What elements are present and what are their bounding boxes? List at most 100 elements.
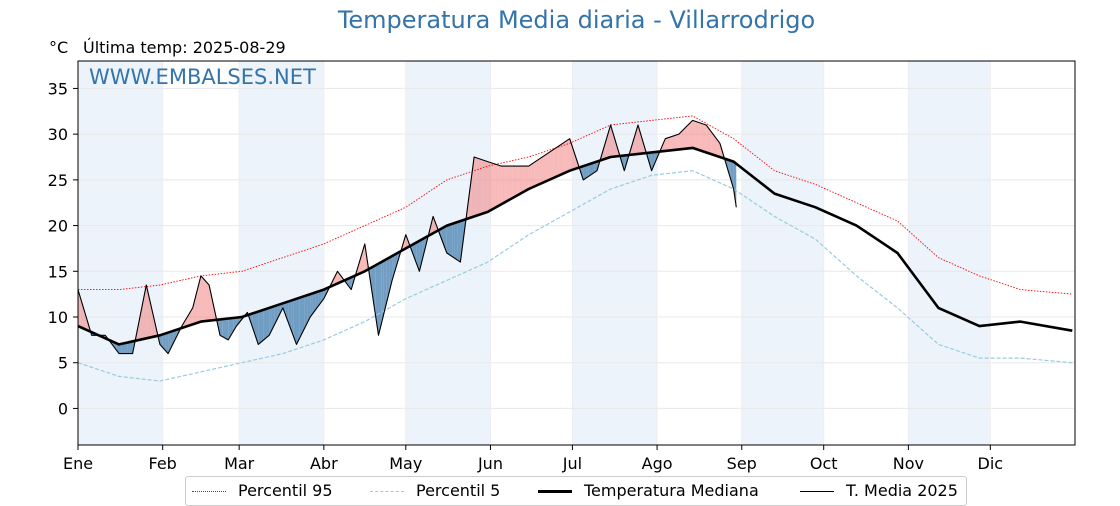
fill-below-median (258, 310, 261, 345)
fill-above-median (471, 157, 475, 218)
fill-above-median (523, 166, 526, 192)
x-tick-label: Ago (642, 454, 673, 473)
fill-above-median (140, 298, 144, 340)
fill-above-median (203, 278, 207, 322)
fill-above-median (151, 308, 155, 338)
fill-below-median (173, 329, 177, 343)
fill-below-median (446, 224, 450, 255)
fill-below-median (269, 306, 272, 336)
fill-below-median (381, 260, 384, 325)
fill-below-median (280, 303, 283, 314)
fill-above-median (485, 160, 488, 213)
fill-below-median (373, 265, 376, 317)
y-tick-label: 5 (58, 354, 68, 373)
fill-above-median (493, 163, 496, 209)
fill-below-median (293, 298, 297, 345)
fill-above-median (531, 162, 535, 188)
fill-below-median (271, 306, 275, 330)
fill-above-median (714, 136, 718, 157)
fill-below-median (586, 164, 589, 178)
y-tick-label: 10 (48, 308, 68, 327)
fill-below-median (119, 343, 122, 354)
fill-above-median (678, 131, 682, 150)
fill-below-median (378, 262, 382, 336)
month-band (239, 61, 324, 445)
fill-below-median (416, 240, 420, 272)
fill-below-median (422, 237, 425, 261)
x-tick-label: Feb (149, 454, 177, 473)
fill-above-median (536, 158, 540, 186)
fill-below-median (255, 311, 259, 345)
fill-above-median (143, 285, 147, 339)
fill-below-median (121, 343, 125, 354)
fill-below-median (315, 291, 319, 310)
fill-above-median (482, 159, 485, 214)
fill-above-median (558, 144, 562, 176)
x-tick-label: Dic (978, 454, 1004, 473)
fill-above-median (692, 120, 696, 149)
legend: Percentil 95 Percentil 5 Temperatura Med… (185, 476, 967, 506)
fill-above-median (334, 271, 338, 285)
fill-above-median (468, 178, 472, 219)
fill-above-median (184, 317, 188, 328)
fill-below-median (449, 223, 453, 257)
line-percentil-95 (78, 115, 1073, 295)
fill-above-median (700, 123, 704, 152)
fill-above-median (665, 137, 668, 151)
fill-below-median (383, 259, 387, 314)
y-tick-label: 25 (48, 171, 68, 190)
fill-above-median (668, 136, 671, 151)
fill-below-median (441, 227, 444, 246)
fill-above-median (474, 157, 477, 217)
watermark: WWW.EMBALSES.NET (89, 65, 316, 89)
month-bands (78, 61, 991, 445)
fill-below-median (302, 296, 305, 334)
fill-below-median (386, 257, 390, 303)
fill-above-median (572, 146, 576, 170)
fill-above-median (687, 123, 690, 149)
fill-below-median (654, 151, 658, 165)
fill-above-median (198, 275, 201, 323)
chart-title: Temperatura Media diaria - Villarrodrigo (337, 6, 816, 34)
fill-below-median (168, 331, 171, 354)
fill-below-median (285, 301, 289, 323)
plot-frame (77, 60, 1076, 446)
fill-above-median (534, 160, 537, 187)
y-unit-label: °C (49, 38, 69, 57)
fill-above-median (146, 285, 149, 339)
fill-above-median (209, 285, 212, 321)
fill-below-median (651, 152, 655, 171)
x-tick-label: Jun (477, 454, 503, 473)
fill-above-median (553, 147, 556, 178)
chart-svg: 0 5 10 15 20 25 30 35 Ene Feb Mar Abr May Jun Jul Ago S… (48, 60, 1076, 473)
y-tick-label: 0 (58, 399, 68, 418)
fill-above-median (613, 134, 617, 157)
fill-above-median (709, 128, 712, 155)
fill-below-median (304, 295, 308, 328)
fill-above-median (206, 282, 210, 321)
legend-label-p95: Percentil 95 (238, 481, 333, 500)
fill-below-median (263, 308, 267, 340)
fill-above-median (703, 124, 707, 153)
fill-above-median (542, 155, 546, 183)
series-lines (77, 115, 1073, 382)
fill-above-median (509, 166, 513, 200)
fill-above-median (632, 134, 636, 155)
fill-below-median (162, 333, 166, 351)
fill-below-median (225, 318, 229, 340)
fill-below-median (228, 318, 231, 340)
fill-below-median (236, 317, 240, 327)
legend-label-p5: Percentil 5 (416, 481, 501, 500)
x-tick-label: Sep (727, 454, 757, 473)
fill-above-median (717, 139, 720, 157)
fill-below-median (159, 334, 163, 348)
fill-above-median (673, 135, 677, 150)
fill-above-median (433, 216, 436, 234)
x-tick-label: Jul (562, 454, 582, 473)
fill-above-median (569, 138, 573, 171)
fill-below-median (261, 309, 264, 343)
fill-below-median (452, 222, 455, 259)
fill-below-median (392, 254, 395, 281)
x-tick-label: Nov (893, 454, 924, 473)
month-band (572, 61, 658, 445)
